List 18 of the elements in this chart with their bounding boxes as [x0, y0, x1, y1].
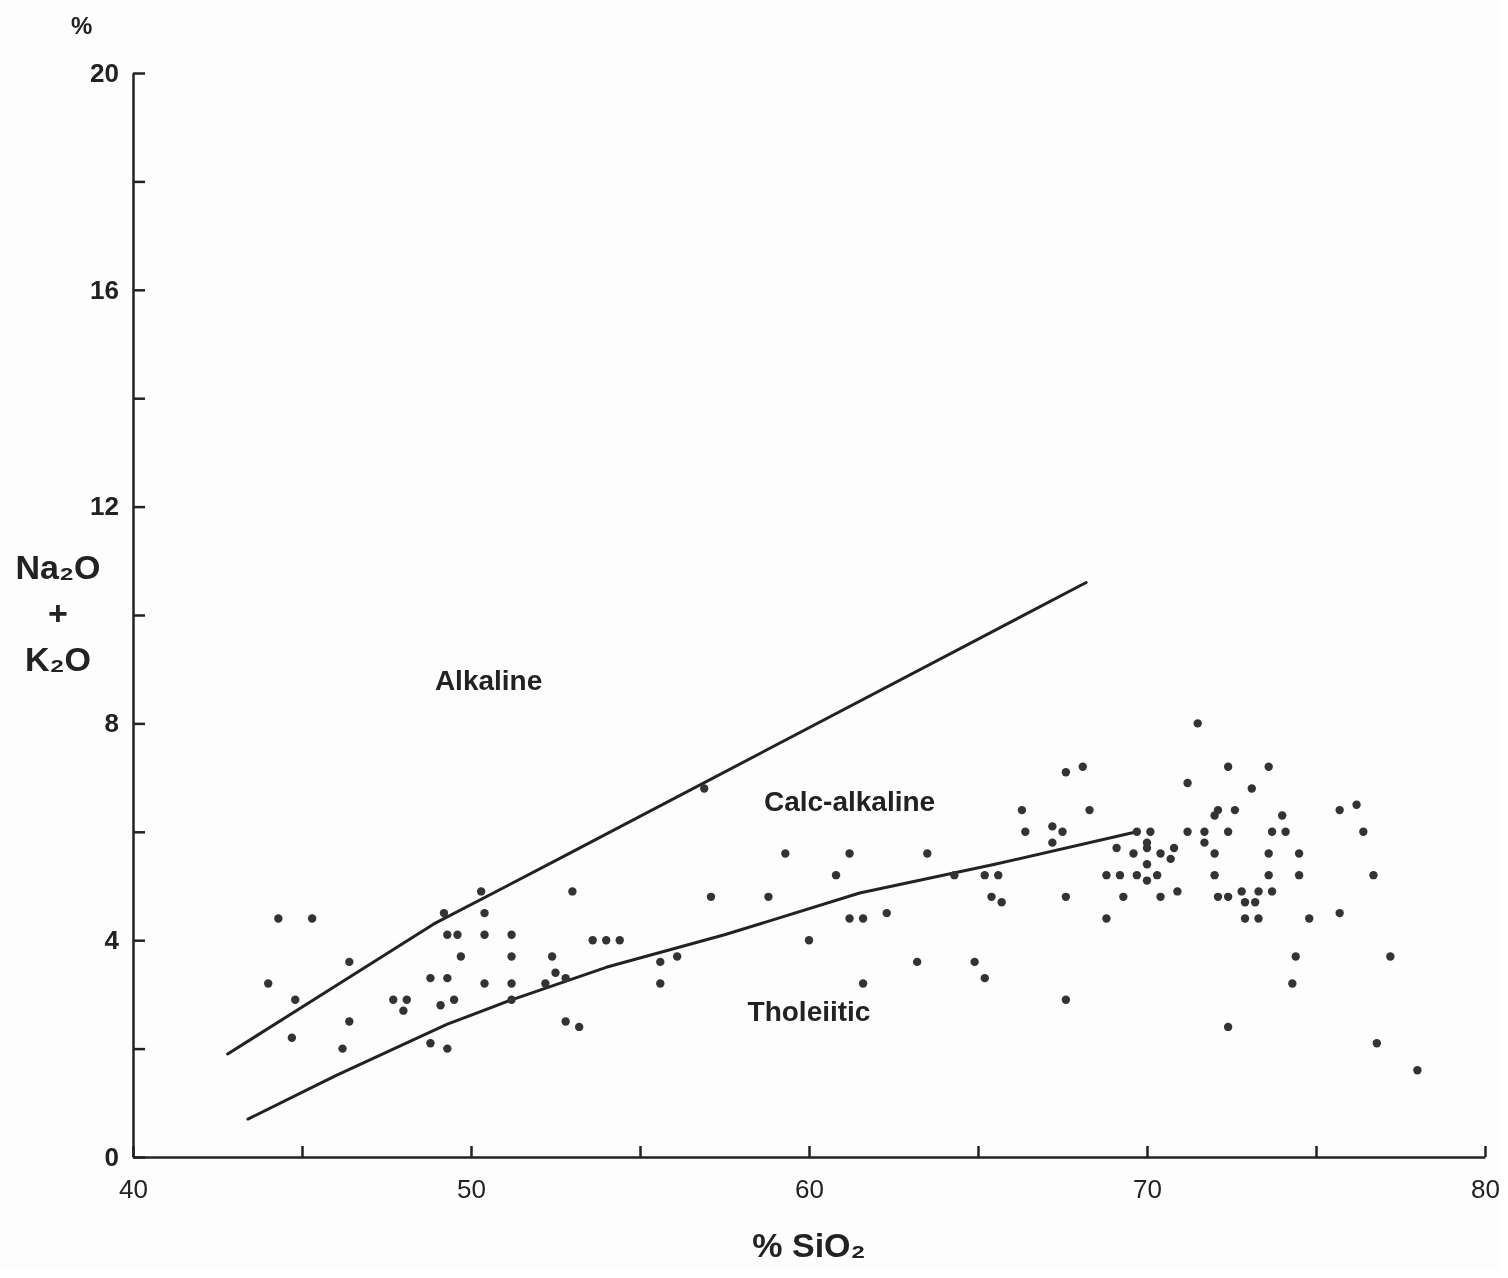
y-tick-label: 16	[90, 274, 119, 305]
x-tick-label: 70	[1133, 1174, 1162, 1205]
x-tick-label: 40	[119, 1174, 148, 1205]
y-tick-label: 4	[104, 925, 120, 956]
annotation: Alkaline	[434, 665, 543, 697]
y-tick-label: 20	[90, 57, 119, 88]
x-tick-label: 80	[1471, 1174, 1500, 1205]
annotation: Calc-alkaline	[763, 786, 936, 818]
annotation: Tholeiitic	[747, 995, 871, 1027]
x-axis-title: % SiO₂	[752, 1226, 866, 1264]
line-series	[226, 580, 1088, 1056]
x-tick-label: 50	[457, 1174, 486, 1205]
y-tick-label: 8	[104, 708, 119, 739]
y-axis-title: Na₂O + K₂O	[15, 548, 101, 678]
x-tick-label: 60	[795, 1174, 824, 1205]
y-tick-label: 12	[90, 491, 119, 522]
text: %	[71, 12, 93, 40]
y-tick-label: 0	[104, 1141, 119, 1172]
